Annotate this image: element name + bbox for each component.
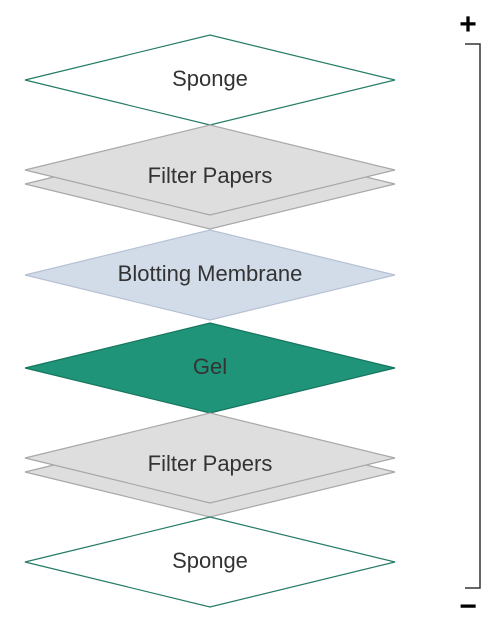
layer-filter-papers-top: Filter Papers xyxy=(25,125,395,229)
layer-label-blotting-membrane: Blotting Membrane xyxy=(118,261,303,286)
layer-label-gel: Gel xyxy=(193,354,227,379)
layer-label-filter-papers-bottom: Filter Papers xyxy=(148,451,273,476)
layer-label-sponge-bottom: Sponge xyxy=(172,548,248,573)
positive-terminal-label: + xyxy=(459,8,477,41)
layer-label-sponge-top: Sponge xyxy=(172,66,248,91)
layer-label-filter-papers-top: Filter Papers xyxy=(148,163,273,188)
layer-gel: Gel xyxy=(25,323,395,413)
layer-stack: Sponge Filter Papers Blotting Membrane Gel F… xyxy=(25,35,395,607)
layer-blotting-membrane: Blotting Membrane xyxy=(25,230,395,320)
polarity-bracket xyxy=(465,44,480,588)
layer-sponge-top: Sponge xyxy=(25,35,395,125)
layer-filter-papers-bottom: Filter Papers xyxy=(25,413,395,517)
negative-terminal-label: − xyxy=(459,590,477,623)
western-blot-stack-diagram: Sponge Filter Papers Blotting Membrane Gel F… xyxy=(0,0,500,632)
layer-sponge-bottom: Sponge xyxy=(25,517,395,607)
